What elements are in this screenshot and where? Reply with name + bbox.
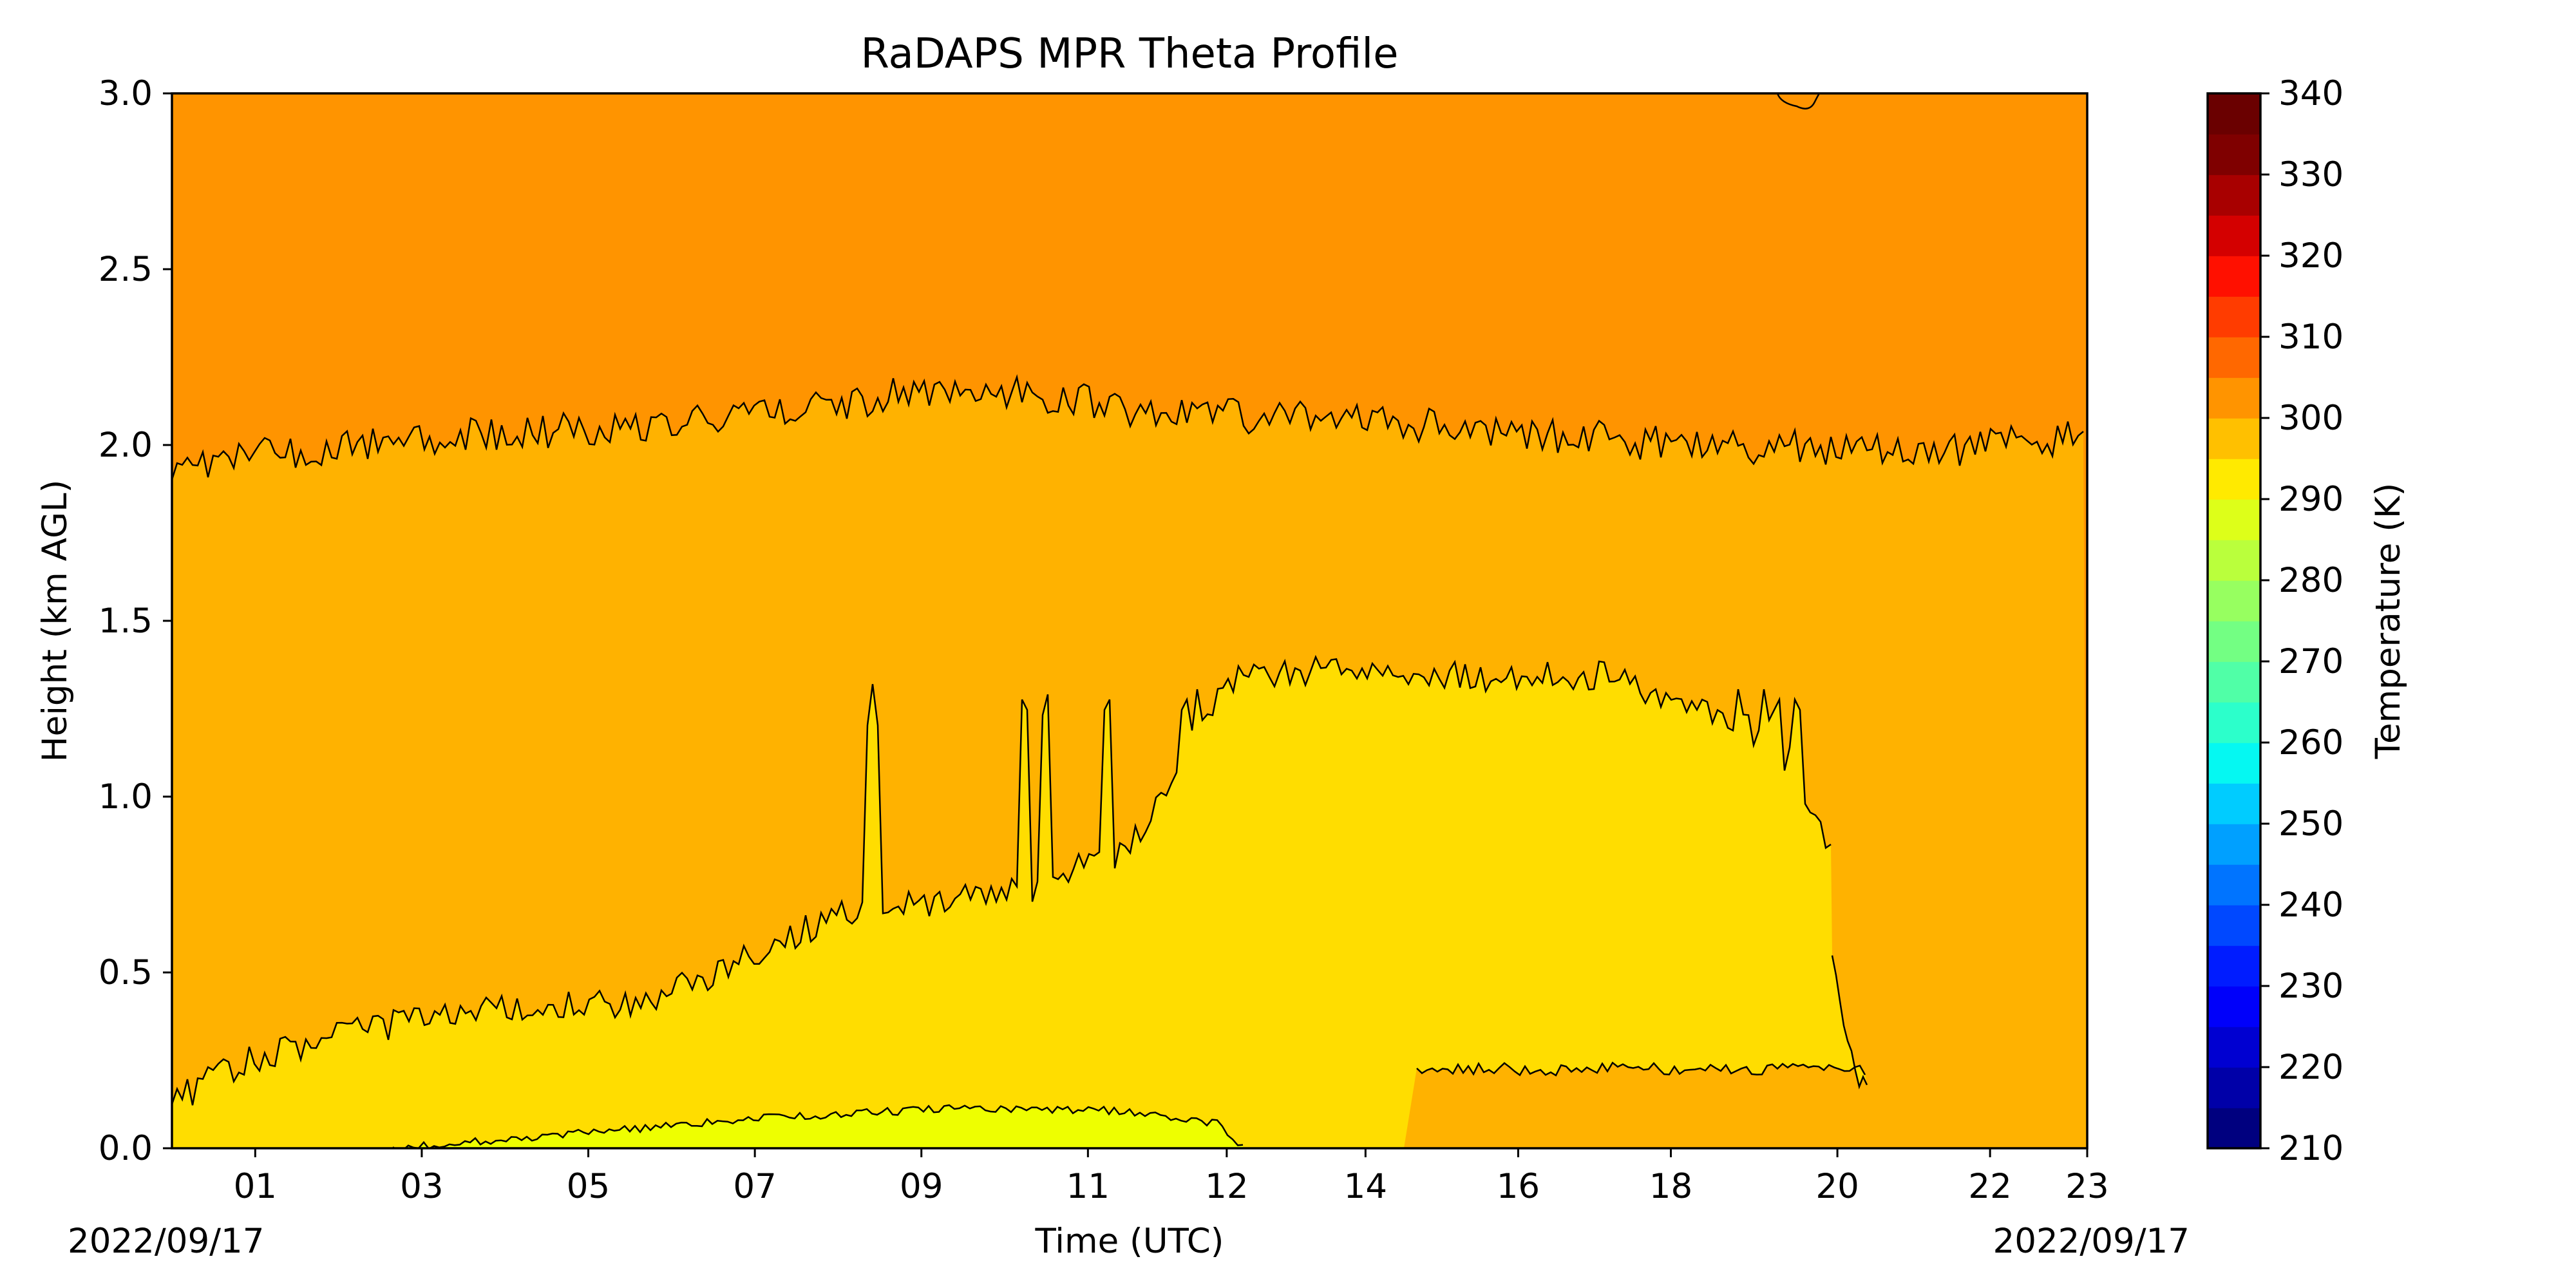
colorbar-tick-label: 300 <box>2278 399 2344 438</box>
x-tick-label: 14 <box>1344 1167 1387 1206</box>
colorbar-band <box>2208 296 2260 337</box>
colorbar-band <box>2208 621 2260 662</box>
colorbar-tick-label: 220 <box>2278 1048 2344 1087</box>
colorbar-tick-label: 230 <box>2278 967 2344 1006</box>
colorbar-band <box>2208 864 2260 905</box>
x-tick-label: 23 <box>2065 1167 2108 1206</box>
colorbar-band <box>2208 337 2260 378</box>
contour-line-305 <box>172 374 2084 480</box>
colorbar-tick-label: 310 <box>2278 317 2344 357</box>
colorbar-band <box>2208 580 2260 621</box>
x-axis: 01 03 05 07 09 11 12 14 16 18 20 22 23 <box>234 1148 2109 1206</box>
colorbar-band <box>2208 459 2260 500</box>
theta-region-290-295 <box>393 1105 1243 1148</box>
x-tick-label: 01 <box>234 1167 277 1206</box>
colorbar-band <box>2208 1108 2260 1149</box>
colorbar-band <box>2208 945 2260 987</box>
colorbar-tick-label: 260 <box>2278 723 2344 762</box>
contour-line-295 <box>392 1104 1244 1148</box>
colorbar-band <box>2208 540 2260 581</box>
colorbar-band <box>2208 256 2260 297</box>
x-tick-label: 12 <box>1205 1167 1248 1206</box>
colorbar-tick-label: 320 <box>2278 236 2344 276</box>
y-tick-label: 0.5 <box>99 953 153 992</box>
colorbar-band <box>2208 1027 2260 1068</box>
colorbar-tick-label: 340 <box>2278 74 2344 113</box>
x-tick-label: 18 <box>1649 1167 1692 1206</box>
colorbar-band <box>2208 661 2260 703</box>
x-tick-label: 20 <box>1815 1167 1859 1206</box>
contour-line-300 <box>172 654 1868 1106</box>
colorbar-tick-label: 290 <box>2278 480 2344 519</box>
colorbar-tick-label: 210 <box>2278 1129 2344 1168</box>
x-tick-label: 07 <box>733 1167 776 1206</box>
colorbar-band <box>2208 499 2260 540</box>
colorbar-tick-label: 250 <box>2278 804 2344 844</box>
y-tick-label: 1.5 <box>99 601 153 641</box>
colorbar-tick-label: 280 <box>2278 561 2344 600</box>
end-date-label: 2022/09/17 <box>1993 1222 2190 1261</box>
colorbar: 210 220 230 240 250 260 270 280 290 300 310 320 330 3… <box>2208 74 2344 1168</box>
colorbar-title: Temperature (K) <box>2369 483 2408 760</box>
x-tick-label: 22 <box>1968 1167 2011 1206</box>
x-tick-label: 11 <box>1066 1167 1110 1206</box>
colorbar-band <box>2208 783 2260 824</box>
colorbar-tick-label: 330 <box>2278 155 2344 194</box>
colorbar-band <box>2208 824 2260 865</box>
x-tick-label: 05 <box>567 1167 610 1206</box>
colorbar-band <box>2208 377 2260 419</box>
colorbar-band <box>2208 134 2260 175</box>
colorbar-band <box>2208 175 2260 216</box>
y-tick-label: 0.0 <box>99 1129 153 1168</box>
colorbar-band <box>2208 905 2260 946</box>
x-tick-label: 09 <box>900 1167 943 1206</box>
plot-area <box>172 93 2087 1148</box>
colorbar-band <box>2208 93 2260 135</box>
y-axis: 0.0 0.5 1.0 1.5 2.0 2.5 3.0 <box>99 74 172 1168</box>
chart-title: RaDAPS MPR Theta Profile <box>860 30 1398 78</box>
x-tick-label: 16 <box>1497 1167 1540 1206</box>
y-tick-label: 1.0 <box>99 777 153 817</box>
y-tick-label: 3.0 <box>99 74 153 113</box>
colorbar-band <box>2208 215 2260 256</box>
colorbar-band <box>2208 1067 2260 1108</box>
y-axis-title: Height (km AGL) <box>35 480 75 762</box>
colorbar-tick-label: 270 <box>2278 642 2344 681</box>
theta-region-295-300 <box>172 657 1867 1148</box>
colorbar-band <box>2208 986 2260 1027</box>
y-tick-label: 2.0 <box>99 426 153 465</box>
x-tick-label: 03 <box>400 1167 443 1206</box>
y-tick-label: 2.5 <box>99 250 153 289</box>
contour-blip-top <box>1776 93 1821 109</box>
start-date-label: 2022/09/17 <box>68 1222 264 1261</box>
colorbar-band <box>2208 743 2260 784</box>
colorbar-frame <box>2206 92 2262 1150</box>
colorbar-band <box>2208 418 2260 459</box>
x-axis-title: Time (UTC) <box>1035 1222 1224 1261</box>
colorbar-band <box>2208 702 2260 743</box>
colorbar-tick-label: 240 <box>2278 886 2344 925</box>
